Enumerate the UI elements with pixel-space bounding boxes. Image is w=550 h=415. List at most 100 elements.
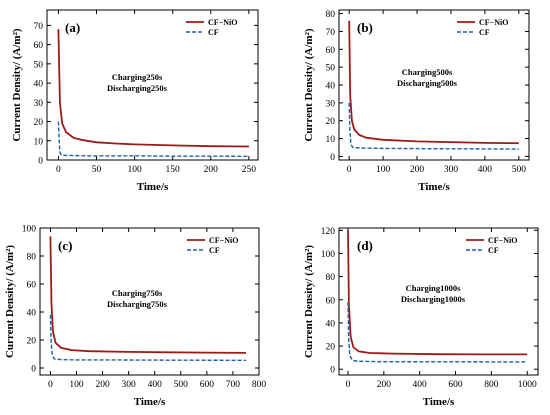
y-tick-label: 10	[34, 137, 44, 147]
series-line-cf-nio	[57, 29, 249, 148]
x-tick-label: 300	[122, 380, 137, 390]
x-tick-label: 800	[252, 380, 267, 390]
x-tick-label: 300	[444, 165, 459, 175]
y-tick-label: 10	[326, 135, 336, 145]
series-line-cf-nio	[348, 20, 519, 145]
chart-panel-c: 0 100 200 300 400 500 600 700 800 0 20 40 60 80 100 Tim…	[4, 225, 266, 409]
chart-panel-d: 0 200 400 600 800 1000 0 20 40 60 80 100 120 Time/s Cu…	[303, 227, 539, 408]
y-tick-label: 70	[326, 28, 336, 38]
annotation-line: Charging500s	[402, 67, 453, 77]
y-tick-label: 70	[34, 22, 44, 32]
y-axis-label: Current Density/ (A/m²)	[303, 245, 315, 358]
plot-frame	[338, 227, 539, 376]
y-tick-label: 50	[326, 64, 336, 74]
x-tick-label: 250	[242, 165, 257, 175]
series-line-cf-nio	[49, 236, 247, 354]
annotation-line: Charging1000s	[406, 283, 461, 293]
y-tick-label: 60	[27, 281, 37, 291]
y-tick-label: 60	[34, 41, 44, 51]
x-tick-label: 200	[204, 165, 219, 175]
legend-label-cf: CF	[479, 28, 490, 37]
x-tick-label: 0	[347, 165, 352, 175]
legend-label-cf: CF	[209, 246, 220, 255]
y-tick-label: 30	[326, 99, 336, 109]
x-tick-label: 700	[226, 380, 241, 390]
x-tick-label: 200	[377, 380, 392, 390]
y-tick-label: 40	[326, 319, 336, 329]
x-tick-label: 100	[127, 165, 142, 175]
y-tick-label: 40	[326, 82, 336, 92]
y-tick-label: 20	[326, 117, 336, 127]
x-tick-label: 0	[48, 380, 53, 390]
x-axis-label: Time/s	[134, 396, 166, 408]
x-tick-label: 500	[512, 165, 527, 175]
x-axis-label: Time/s	[418, 181, 450, 193]
panel-label: (b)	[357, 20, 373, 35]
x-tick-label: 600	[448, 380, 463, 390]
y-tick-label: 50	[34, 60, 44, 70]
legend-label-cf-nio: CF−NiO	[208, 18, 237, 27]
y-tick-label: 40	[27, 309, 37, 319]
series-line-cf	[348, 102, 519, 150]
x-tick-label: 50	[92, 165, 102, 175]
x-tick-label: 500	[174, 380, 189, 390]
y-tick-label: 20	[27, 337, 37, 347]
y-tick-label: 30	[34, 99, 44, 109]
panel-label: (c)	[58, 238, 72, 253]
y-tick-label: 0	[38, 157, 43, 167]
series-line-cf	[49, 314, 247, 361]
panel-label: (d)	[357, 238, 373, 253]
legend-label-cf-nio: CF−NiO	[209, 236, 238, 245]
x-axis-label: Time/s	[423, 396, 455, 408]
y-axis-label: Current Density/ (A/m²)	[303, 28, 315, 141]
y-tick-label: 60	[326, 296, 336, 306]
x-tick-label: 200	[410, 165, 425, 175]
legend-label-cf-nio: CF−NiO	[479, 18, 508, 27]
x-tick-label: 800	[484, 380, 499, 390]
y-tick-label: 20	[34, 118, 44, 128]
legend-label-cf: CF	[488, 246, 499, 255]
legend-label-cf-nio: CF−NiO	[488, 236, 517, 245]
y-tick-label: 120	[321, 227, 336, 237]
x-tick-label: 150	[166, 165, 181, 175]
legend-label-cf: CF	[208, 28, 219, 37]
x-tick-label: 0	[346, 380, 351, 390]
series-line-cf-nio	[347, 230, 528, 356]
y-tick-label: 40	[34, 80, 44, 90]
y-tick-label: 80	[326, 273, 336, 283]
y-tick-label: 0	[31, 365, 36, 375]
annotation-line: Charging750s	[112, 288, 163, 298]
annotation-line: Discharging250s	[107, 83, 168, 93]
panel-label: (a)	[65, 20, 80, 35]
series-line-cf	[347, 302, 528, 363]
x-tick-label: 400	[148, 380, 163, 390]
x-axis-label: Time/s	[137, 181, 169, 193]
x-tick-label: 400	[413, 380, 428, 390]
y-tick-label: 60	[326, 46, 336, 56]
plot-frame	[39, 227, 260, 376]
y-axis-label: Current Density/ (A/m²)	[4, 245, 16, 358]
x-tick-label: 200	[95, 380, 110, 390]
y-tick-label: 20	[326, 343, 336, 353]
y-tick-label: 100	[22, 225, 37, 235]
chart-panel-b: 0 100 200 300 400 500 0 10 20 30 40 50 60 70 80 Time/s C…	[303, 9, 530, 193]
y-tick-label: 100	[321, 250, 336, 260]
x-tick-label: 0	[56, 165, 61, 175]
y-tick-label: 0	[330, 153, 335, 163]
y-tick-label: 80	[326, 10, 336, 20]
chart-panel-a: 0 50 100 150 200 250 0 10 20 30 40 50 60 70 Time/s Curr…	[11, 9, 259, 193]
x-tick-label: 400	[478, 165, 493, 175]
annotation-line: Discharging750s	[107, 299, 168, 309]
annotation-line: Charging250s	[112, 72, 163, 82]
x-tick-label: 100	[376, 165, 391, 175]
y-tick-label: 0	[330, 366, 335, 376]
x-tick-label: 600	[200, 380, 215, 390]
annotation-line: Discharging500s	[397, 78, 458, 88]
plot-frame	[46, 9, 259, 161]
y-axis-label: Current Density/ (A/m²)	[11, 28, 23, 141]
annotation-line: Discharging1000s	[401, 294, 466, 304]
x-tick-label: 1000	[518, 380, 537, 390]
series-line-cf	[57, 121, 249, 158]
x-tick-label: 100	[69, 380, 84, 390]
